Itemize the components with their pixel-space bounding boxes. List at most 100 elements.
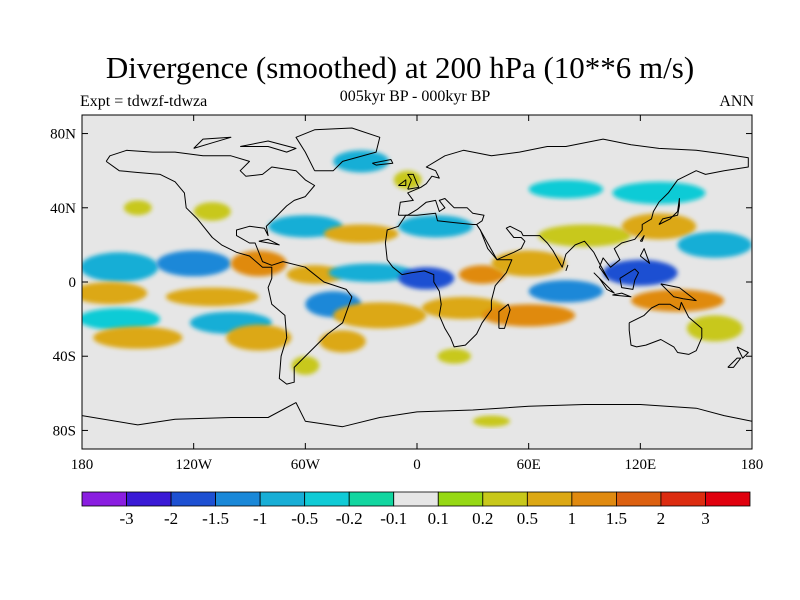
field-anomaly-0 bbox=[82, 252, 159, 282]
field-anomaly-18 bbox=[458, 265, 506, 284]
y-tick-label: 40S bbox=[53, 349, 76, 365]
coastline-5 bbox=[628, 301, 703, 355]
coastline-12 bbox=[398, 179, 407, 186]
field-anomaly-17 bbox=[398, 267, 455, 290]
field-anomaly-15 bbox=[333, 302, 427, 329]
coastline-21 bbox=[240, 140, 297, 153]
y-tick-label: 80N bbox=[50, 127, 76, 143]
field-anomaly-12 bbox=[319, 330, 366, 353]
field-anomaly-28 bbox=[686, 315, 743, 342]
coastline-1 bbox=[295, 127, 381, 172]
x-tick-label: 120W bbox=[175, 457, 213, 473]
colorbar-label: 0.5 bbox=[517, 509, 538, 528]
colorbar-label: 1.5 bbox=[606, 509, 627, 528]
coastline-15 bbox=[372, 159, 394, 166]
y-tick-label: 0 bbox=[69, 275, 77, 291]
coastline-16 bbox=[258, 238, 280, 246]
field-anomaly-23 bbox=[537, 224, 632, 247]
coastline-10 bbox=[658, 198, 680, 225]
field-anomaly-26 bbox=[621, 213, 697, 240]
colorbar-box bbox=[393, 491, 439, 507]
colorbar-box bbox=[482, 491, 528, 507]
colorbar-label: -0.5 bbox=[291, 509, 318, 528]
field-anomaly-8 bbox=[226, 324, 292, 351]
colorbar-box bbox=[304, 491, 350, 507]
x-tick-label: 180 bbox=[71, 457, 94, 473]
map-axes: 180 120W 60W 0 60E 120E 180 80N 40N 0 40S 80S bbox=[50, 115, 763, 473]
colorbar-label: 0.1 bbox=[428, 509, 449, 528]
coastline-6 bbox=[593, 272, 615, 294]
colorbar-box bbox=[126, 491, 172, 507]
field-anomaly-27 bbox=[677, 231, 752, 258]
colorbar-label: 2 bbox=[657, 509, 666, 528]
colorbar-label: 0.2 bbox=[472, 509, 493, 528]
field-anomaly-32 bbox=[393, 170, 422, 190]
coastline-3 bbox=[384, 212, 513, 348]
colorbar-label: -1 bbox=[253, 509, 267, 528]
field-anomaly-30 bbox=[528, 179, 604, 199]
field-anomaly-24 bbox=[603, 259, 678, 286]
field-anomaly-35 bbox=[437, 348, 471, 364]
field-anomaly-22 bbox=[482, 304, 576, 327]
colorbar-label: -0.1 bbox=[380, 509, 407, 528]
colorbar-box bbox=[705, 491, 751, 507]
field-anomaly-14 bbox=[328, 263, 413, 282]
field-anomaly-34 bbox=[193, 202, 231, 221]
coastline-22 bbox=[193, 136, 232, 149]
field-anomaly-13 bbox=[323, 224, 399, 244]
field-anomaly-3 bbox=[93, 326, 183, 349]
field-anomaly-29 bbox=[612, 181, 706, 205]
field-anomaly-16 bbox=[398, 215, 473, 238]
colorbar: -3 -2 -1.5 -1 -0.5 -0.2 -0.1 0.1 0.2 0.5 1 1.5 2 3 bbox=[81, 491, 751, 528]
coastline-4 bbox=[498, 303, 511, 329]
field-anomaly-36 bbox=[291, 356, 320, 375]
coastline-17 bbox=[639, 235, 645, 242]
colorbar-box bbox=[571, 491, 617, 507]
coastline-20 bbox=[82, 402, 752, 428]
coastline-8 bbox=[619, 268, 639, 290]
coastline-19 bbox=[565, 264, 569, 272]
x-tick-label: 180 bbox=[741, 457, 764, 473]
colorbar-box bbox=[259, 491, 306, 507]
field-anomaly-33 bbox=[123, 200, 152, 216]
coastline-14 bbox=[727, 357, 742, 368]
colorbar-label: -2 bbox=[164, 509, 178, 528]
field-anomaly-2 bbox=[82, 307, 161, 331]
field-anomaly-37 bbox=[472, 415, 511, 427]
coastline-18 bbox=[639, 248, 651, 264]
y-tick-label: 80S bbox=[53, 423, 76, 439]
x-tick-label: 0 bbox=[413, 457, 421, 473]
field-anomaly-5 bbox=[165, 287, 259, 307]
field-anomaly-1 bbox=[82, 282, 148, 305]
colorbar-label: -1.5 bbox=[202, 509, 229, 528]
colorbar-box bbox=[170, 491, 216, 507]
coastline-11 bbox=[407, 173, 420, 190]
y-tick-label: 40N bbox=[50, 201, 76, 217]
x-tick-label: 60W bbox=[291, 457, 321, 473]
coastline-9 bbox=[660, 283, 697, 302]
coastline-13 bbox=[736, 346, 749, 359]
colorbar-label: -0.2 bbox=[336, 509, 363, 528]
coastlines bbox=[82, 127, 752, 428]
colorbar-label: 1 bbox=[568, 509, 577, 528]
coastline-0 bbox=[105, 149, 353, 385]
x-tick-label: 60E bbox=[517, 457, 541, 473]
colorbar-box bbox=[215, 491, 261, 507]
field-anomaly-4 bbox=[156, 250, 231, 277]
field-anomaly-9 bbox=[268, 215, 343, 238]
colorbar-box bbox=[660, 491, 706, 507]
colorbar-label: -3 bbox=[119, 509, 133, 528]
colorbar-label: 3 bbox=[701, 509, 710, 528]
season-label: ANN bbox=[719, 93, 754, 110]
colorbar-box bbox=[616, 491, 662, 507]
experiment-label: Expt = tdwzf-tdwza bbox=[80, 93, 208, 110]
coastline-2 bbox=[397, 138, 749, 281]
field-anomaly-31 bbox=[333, 150, 390, 173]
field-anomaly-20 bbox=[491, 250, 566, 277]
colorbar-box bbox=[526, 491, 573, 507]
field-anomaly-21 bbox=[528, 280, 604, 303]
period-label: 005kyr BP - 000kyr BP bbox=[339, 88, 491, 105]
colorbar-box bbox=[437, 491, 484, 507]
x-tick-label: 120E bbox=[624, 457, 656, 473]
